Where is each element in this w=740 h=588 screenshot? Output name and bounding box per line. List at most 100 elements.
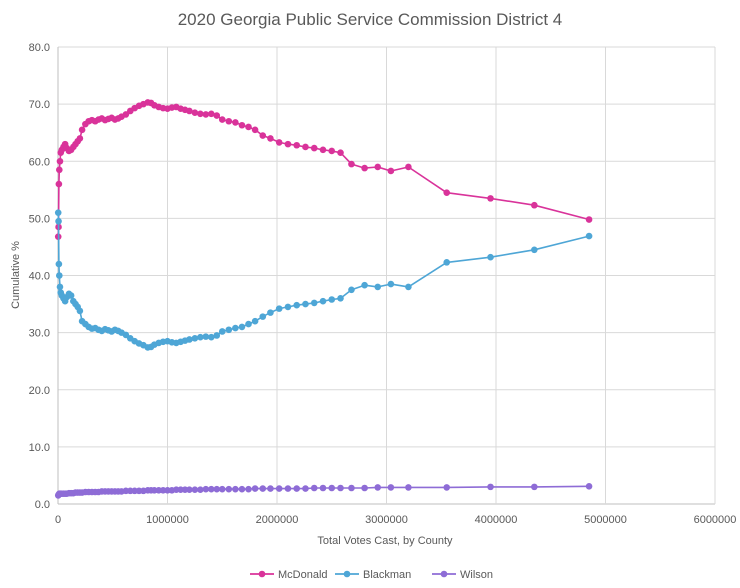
legend: McDonald Blackman Wilson — [250, 569, 493, 581]
data-point — [238, 485, 246, 493]
data-point — [225, 485, 233, 493]
data-point — [55, 180, 63, 188]
data-point — [218, 116, 226, 123]
data-point — [585, 216, 593, 223]
data-point — [328, 296, 336, 303]
data-point — [387, 167, 395, 175]
data-point — [585, 482, 593, 490]
data-point — [443, 484, 451, 491]
data-point — [245, 320, 252, 328]
data-point — [267, 135, 274, 142]
series-line — [57, 212, 590, 349]
data-point — [319, 146, 327, 154]
data-point — [213, 485, 221, 493]
data-point — [191, 335, 199, 342]
data-point — [374, 163, 382, 171]
data-point — [56, 283, 64, 291]
data-point — [302, 143, 309, 151]
data-point — [293, 141, 301, 149]
data-point — [251, 317, 259, 325]
data-point — [78, 126, 86, 134]
data-point — [487, 195, 494, 202]
data-point — [443, 189, 451, 196]
data-point — [361, 164, 368, 172]
data-point — [531, 201, 538, 209]
data-point — [218, 485, 226, 493]
y-tick-label: 20.0 — [29, 385, 50, 397]
data-point — [310, 299, 318, 307]
data-point — [487, 483, 494, 491]
data-point — [374, 283, 382, 291]
y-axis-label: Cumulative % — [10, 241, 22, 309]
data-point — [267, 309, 274, 316]
data-point — [208, 110, 215, 118]
data-point — [284, 485, 292, 492]
data-point — [302, 300, 309, 308]
data-point — [284, 140, 292, 148]
data-point — [245, 123, 252, 131]
data-point — [328, 147, 336, 155]
data-point — [531, 483, 538, 491]
x-tick-label: 4000000 — [475, 514, 518, 526]
data-point — [56, 157, 64, 165]
data-point — [218, 328, 226, 335]
data-point — [443, 259, 451, 266]
data-point — [245, 485, 252, 493]
data-point — [238, 323, 246, 331]
data-point — [259, 132, 267, 139]
data-point — [213, 112, 221, 119]
x-tick-label: 6000000 — [694, 514, 737, 526]
data-point — [387, 280, 395, 288]
data-point — [232, 324, 239, 332]
y-tick-label: 80.0 — [29, 42, 50, 54]
data-point — [348, 484, 355, 492]
series-wilson — [54, 482, 593, 499]
legend-swatch-marker — [258, 570, 266, 578]
data-point — [293, 485, 301, 492]
x-axis-label: Total Votes Cast, by County — [317, 535, 453, 547]
data-point — [319, 484, 327, 492]
series-line — [57, 101, 590, 237]
data-point — [405, 283, 412, 291]
data-point — [531, 246, 538, 254]
data-point — [67, 292, 75, 299]
series-blackman — [54, 209, 593, 351]
data-point — [275, 139, 283, 146]
data-point — [348, 160, 355, 168]
series-layer — [54, 99, 593, 499]
x-tick-label: 5000000 — [584, 514, 627, 526]
legend-label: Wilson — [460, 569, 493, 581]
data-point — [337, 484, 344, 492]
data-point — [202, 485, 210, 493]
series-mcdonald — [54, 99, 593, 240]
y-tick-label: 40.0 — [29, 271, 50, 283]
data-point — [197, 333, 204, 341]
data-point — [267, 485, 274, 492]
data-point — [487, 253, 494, 261]
data-point — [56, 272, 63, 279]
data-point — [76, 307, 84, 315]
legend-swatch-marker — [343, 570, 351, 578]
data-point — [76, 135, 84, 142]
x-tick-label: 3000000 — [365, 514, 408, 526]
data-point — [186, 107, 193, 115]
data-point — [337, 295, 344, 302]
y-tick-label: 30.0 — [29, 328, 50, 340]
data-point — [55, 217, 62, 225]
data-point — [186, 336, 193, 343]
data-point — [310, 484, 318, 492]
data-point — [191, 109, 199, 116]
data-point — [328, 484, 336, 492]
data-point — [238, 121, 246, 129]
data-point — [310, 144, 318, 152]
data-point — [275, 485, 283, 492]
data-point — [232, 485, 239, 493]
data-point — [54, 209, 62, 216]
chart-title: 2020 Georgia Public Service Commission D… — [178, 10, 563, 29]
y-tick-label: 50.0 — [29, 213, 50, 225]
legend-swatch-marker — [440, 570, 448, 578]
legend-item-mcdonald: McDonald — [250, 569, 328, 581]
data-point — [387, 484, 395, 491]
